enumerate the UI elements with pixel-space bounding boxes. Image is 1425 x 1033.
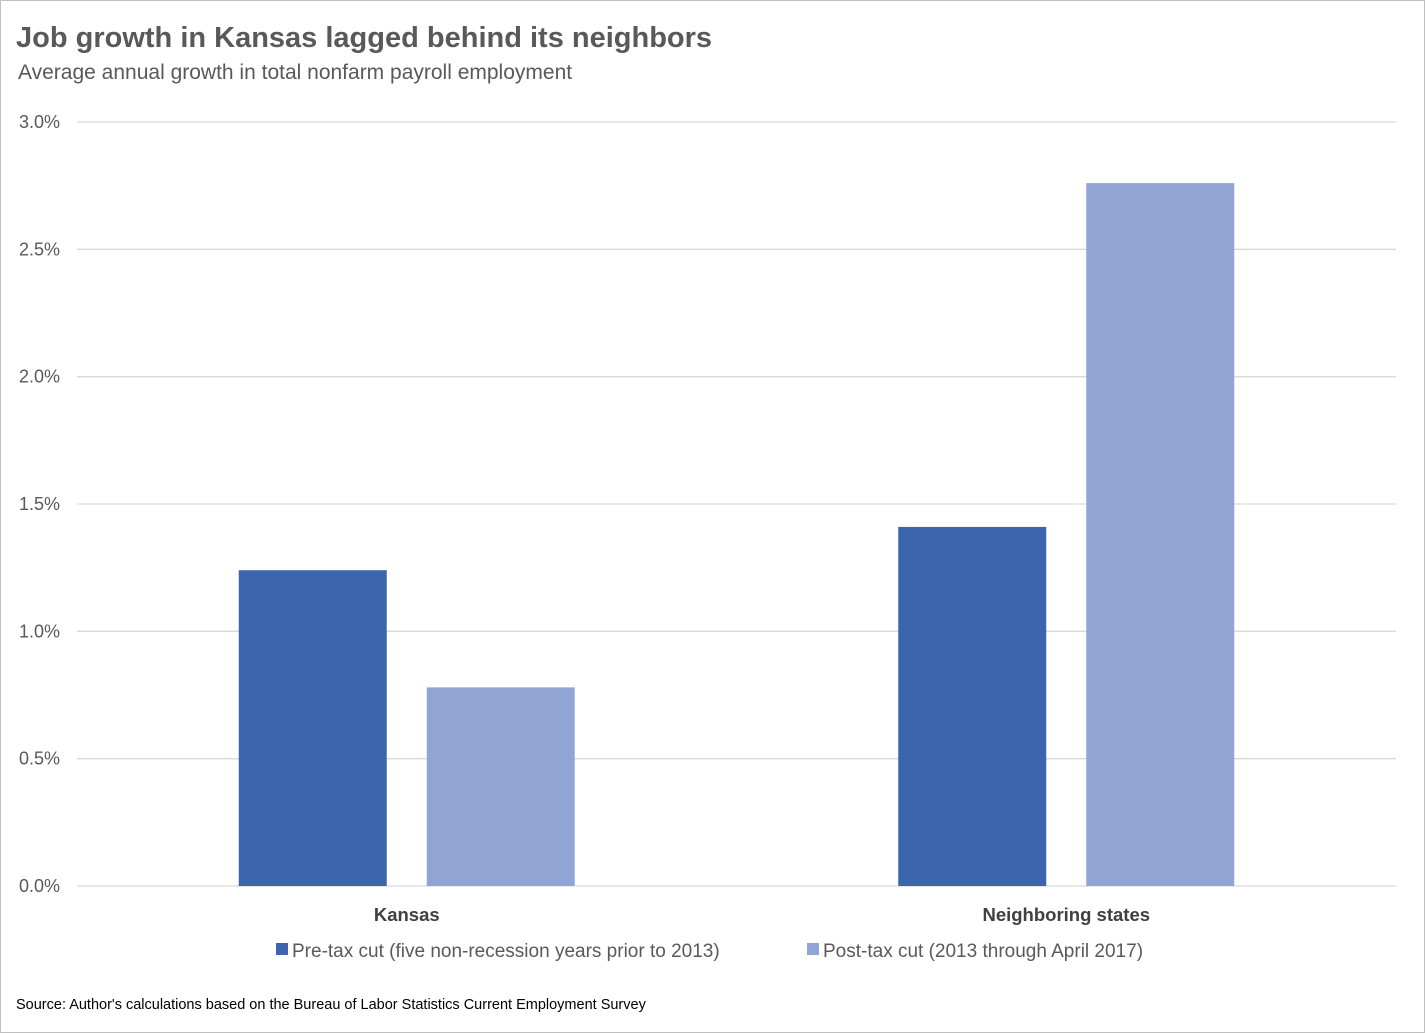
bar-pre-tax-cut-neighboring-states [898,526,1047,886]
legend-item: Post-tax cut (2013 through April 2017) [807,941,1143,962]
y-axis-ticks: 0.0% 0.5% 1.0% 1.5% 2.0% 2.5% 3.0% [19,112,60,896]
y-tick-label: 2.0% [19,367,60,387]
y-tick-label: 1.0% [19,621,60,641]
source-note: Source: Author's calculations based on t… [16,997,646,1013]
category-label: Neighboring states [982,904,1150,925]
legend-swatch [276,943,288,955]
bar-post-tax-cut-neighboring-states [1086,183,1235,886]
y-tick-label: 3.0% [19,112,60,132]
legend-item: Pre-tax cut (five non-recession years pr… [276,941,720,962]
legend-swatch [807,943,819,955]
legend-label: Pre-tax cut (five non-recession years pr… [292,941,720,962]
bars [238,183,1235,886]
bar-post-tax-cut-kansas [426,687,575,886]
y-tick-label: 0.5% [19,749,60,769]
bar-pre-tax-cut-kansas [238,570,387,886]
category-label: Kansas [374,904,440,925]
y-tick-label: 1.5% [19,494,60,514]
y-tick-label: 2.5% [19,239,60,259]
y-tick-label: 0.0% [19,876,60,896]
legend: Pre-tax cut (five non-recession years pr… [276,941,1143,962]
chart-title: Job growth in Kansas lagged behind its n… [16,22,713,54]
legend-label: Post-tax cut (2013 through April 2017) [823,941,1143,962]
category-labels: Kansas Neighboring states [374,904,1150,925]
chart-subtitle: Average annual growth in total nonfarm p… [18,61,573,84]
